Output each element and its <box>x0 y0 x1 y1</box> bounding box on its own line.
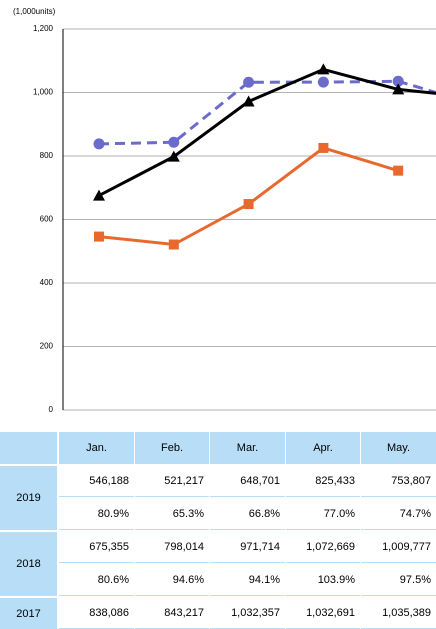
marker <box>393 165 404 176</box>
data-cell: 97.5% <box>361 565 436 596</box>
series-line <box>98 67 436 197</box>
data-cell: 843,217 <box>135 598 209 629</box>
data-cell: 1,072,669 <box>286 532 360 563</box>
marker <box>317 76 329 88</box>
y-tick-label: 200 <box>40 342 54 351</box>
header-cell: May. <box>361 432 436 464</box>
data-cell: 77.0% <box>286 499 360 530</box>
data-cell: 103.9% <box>286 565 360 596</box>
marker <box>243 199 254 210</box>
data-cell: 546,188 <box>59 466 134 497</box>
data-cell: 74.7% <box>361 499 436 530</box>
marker <box>168 239 179 250</box>
header-cell: Jan. <box>59 432 134 464</box>
data-cell: 65.3% <box>135 499 209 530</box>
marker <box>243 76 255 88</box>
y-axis-label: (1,000units) <box>13 7 56 16</box>
marker <box>93 138 105 150</box>
year-cell: 2019 <box>0 466 57 530</box>
marker <box>94 231 104 242</box>
marker <box>168 136 180 148</box>
marker <box>392 75 404 87</box>
data-cell: 798,014 <box>135 532 209 563</box>
data-cell: 80.6% <box>59 565 134 596</box>
data-cell: 66.8% <box>210 499 285 530</box>
marker <box>93 189 105 201</box>
series-line <box>98 146 399 247</box>
data-cell: 1,009,777 <box>361 532 436 563</box>
marker <box>317 63 330 75</box>
y-tick-label: 1,000 <box>33 88 54 97</box>
data-cell: 648,701 <box>210 466 285 497</box>
header-cell: Mar. <box>210 432 285 464</box>
table: Jan. Feb. Mar. Apr. May. 2019 546,188 521,217 64… <box>0 432 436 629</box>
data-cell: 825,433 <box>286 466 360 497</box>
y-tick-label: 400 <box>40 278 54 287</box>
y-tick-label: 0 <box>49 405 54 414</box>
data-cell: 971,714 <box>210 532 285 563</box>
marker <box>242 95 255 107</box>
marker <box>167 150 180 162</box>
data-cell: 80.9% <box>59 499 134 530</box>
series-line <box>98 79 436 146</box>
data-cell: 94.6% <box>135 565 209 596</box>
y-tick-label: 800 <box>40 151 54 160</box>
corner-cell <box>0 432 57 464</box>
data-cell: 753,807 <box>361 466 436 497</box>
data-cell: 1,032,691 <box>286 598 360 629</box>
data-cell: 94.1% <box>210 565 285 596</box>
y-tick-label: 600 <box>40 215 54 224</box>
header-cell: Apr. <box>286 432 360 464</box>
data-cell: 1,032,357 <box>210 598 285 629</box>
data-cell: 1,035,389 <box>361 598 436 629</box>
year-cell: 2018 <box>0 532 57 596</box>
year-cell: 2017 <box>0 598 57 629</box>
plot <box>93 63 436 250</box>
chart: (1,000units) 0 200 400 600 800 1,000 1,200 <box>13 7 436 414</box>
marker <box>392 83 405 95</box>
data-cell: 838,086 <box>59 598 134 629</box>
data-cell: 675,355 <box>59 532 134 563</box>
marker <box>318 142 329 153</box>
data-cell: 521,217 <box>135 466 209 497</box>
header-cell: Feb. <box>135 432 209 464</box>
y-tick-label: 1,200 <box>33 24 54 33</box>
